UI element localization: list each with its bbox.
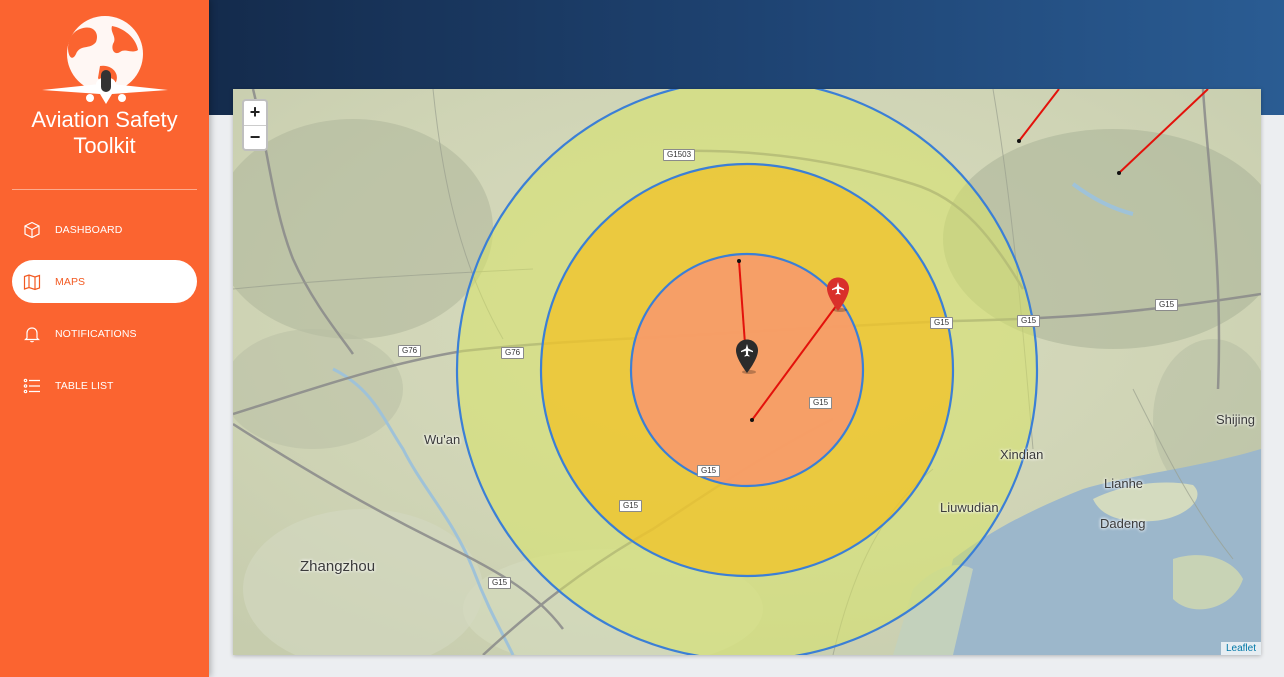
road-shield: G1503 (663, 149, 696, 161)
zoom-in-button[interactable]: + (249, 102, 261, 122)
sidebar-item-notifications[interactable]: NOTIFICATIONS (12, 312, 197, 355)
cube-icon (23, 221, 41, 239)
sidebar-item-dashboard[interactable]: DASHBOARD (12, 208, 197, 251)
sidebar-nav: DASHBOARD MAPS NOTIFICATIONS TABLE LIST (12, 208, 197, 416)
map-view[interactable]: G1503 G76 G76 G15 G15 G15 G15 G15 G15 G1… (233, 89, 1261, 655)
road-shield: G15 (930, 317, 954, 329)
road-shield: G15 (697, 465, 721, 477)
zoom-control: + − (242, 99, 268, 151)
app-title-line1: Aviation Safety (31, 107, 178, 132)
city-label: Liuwudian (940, 500, 999, 515)
city-label: Lianhe (1104, 476, 1144, 491)
road-shield: G76 (398, 345, 422, 357)
map-attribution-link[interactable]: Leaflet (1220, 642, 1261, 655)
sidebar-item-label: DASHBOARD (55, 223, 123, 236)
map-icon (23, 273, 41, 291)
sidebar-item-label: TABLE LIST (55, 379, 114, 392)
road-shield: G15 (488, 577, 512, 589)
app-title-line2: Toolkit (73, 133, 136, 158)
road-shield: G76 (501, 347, 525, 359)
app-title: Aviation Safety Toolkit (0, 107, 209, 159)
city-label: Zhangzhou (300, 558, 376, 575)
road-shield: G15 (809, 397, 833, 409)
sidebar-item-label: NOTIFICATIONS (55, 327, 137, 340)
bell-icon (23, 325, 41, 343)
road-shield: G15 (1155, 299, 1179, 311)
city-label: Xindian (1000, 447, 1044, 462)
city-label: Wu'an (424, 432, 461, 447)
aircraft-alert-marker-icon[interactable] (825, 276, 851, 312)
zoom-out-button[interactable]: − (244, 125, 266, 149)
aircraft-marker-icon[interactable] (734, 338, 760, 374)
road-shield: G15 (619, 500, 643, 512)
sidebar-item-maps[interactable]: MAPS (12, 260, 197, 303)
city-label: Dadeng (1100, 516, 1146, 531)
sidebar-divider (12, 189, 197, 190)
city-label: Shijing (1216, 412, 1256, 427)
sidebar-item-label: MAPS (55, 275, 86, 288)
sidebar-item-table-list[interactable]: TABLE LIST (12, 364, 197, 407)
list-icon (23, 377, 41, 395)
road-shield: G15 (1017, 315, 1041, 327)
sidebar: Aviation Safety Toolkit DASHBOARD MAPS N… (0, 0, 209, 677)
globe-airplane-logo (42, 16, 168, 104)
